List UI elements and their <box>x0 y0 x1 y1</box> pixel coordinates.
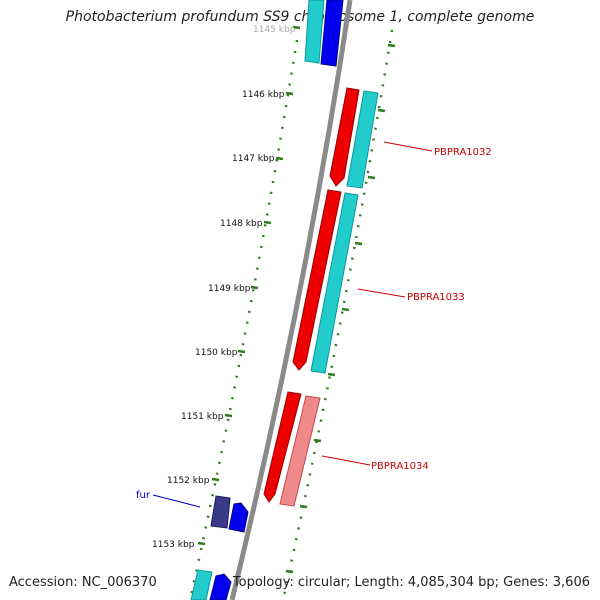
gene-label-pbpra1033[interactable]: PBPRA1033 <box>407 292 465 303</box>
cds-feature-pbpra1034-red[interactable] <box>263 391 302 503</box>
cds-feature-bottom-cyan[interactable] <box>190 569 213 600</box>
kbp-tick-label-1148: 1148 kbp <box>220 219 263 229</box>
cds-feature-top-blue[interactable] <box>320 0 344 67</box>
cds-feature-bottom-blue[interactable] <box>209 573 232 600</box>
cds-feature-pbpra1032-red[interactable] <box>329 87 360 187</box>
kbp-tick-label-1146: 1146 kbp <box>242 90 285 100</box>
gene-label-pbpra1032[interactable]: PBPRA1032 <box>434 147 492 158</box>
gene-label-pbpra1034[interactable]: PBPRA1034 <box>371 461 429 472</box>
leader-fur <box>152 494 201 508</box>
cds-feature-fur[interactable] <box>210 495 231 529</box>
genome-backbone <box>229 0 353 600</box>
kbp-tick-label-1153: 1153 kbp <box>152 540 195 550</box>
cds-feature-pbpra1034-pink[interactable] <box>279 395 321 507</box>
kbp-tick-label-1151: 1151 kbp <box>181 412 224 422</box>
kbp-tick-label-1147: 1147 kbp <box>232 154 275 164</box>
inner-dotted-ruler <box>281 29 394 600</box>
cds-feature-top-cyan[interactable] <box>304 0 325 64</box>
kbp-tick-label-1150: 1150 kbp <box>195 348 238 358</box>
map-title: Photobacterium profundum SS9 chromosome … <box>65 9 535 25</box>
kbp-tick-label-1149: 1149 kbp <box>208 284 251 294</box>
major-tick-marks <box>197 25 396 574</box>
cds-feature-pbpra1033-cyan[interactable] <box>310 192 359 374</box>
leader-pbpra1032 <box>383 141 433 152</box>
kbp-tick-label-1145: 1145 kbp <box>253 25 296 35</box>
kbp-tick-labels: 1145 kbp 1146 kbp 1147 kbp 1148 kbp 1149… <box>152 25 296 550</box>
cds-feature-fur-blue[interactable] <box>228 502 249 533</box>
gene-label-fur[interactable]: fur <box>136 490 151 501</box>
kbp-tick-label-1152: 1152 kbp <box>167 476 210 486</box>
leader-pbpra1033 <box>357 288 406 298</box>
cds-feature-pbpra1032-cyan[interactable] <box>346 90 379 189</box>
topology-text: Topology: circular; Length: 4,085,304 bp… <box>232 575 590 590</box>
accession-text: Accession: NC_006370 <box>9 575 157 590</box>
cds-feature-pbpra1033-red[interactable] <box>292 189 342 371</box>
leader-pbpra1034 <box>321 455 371 466</box>
